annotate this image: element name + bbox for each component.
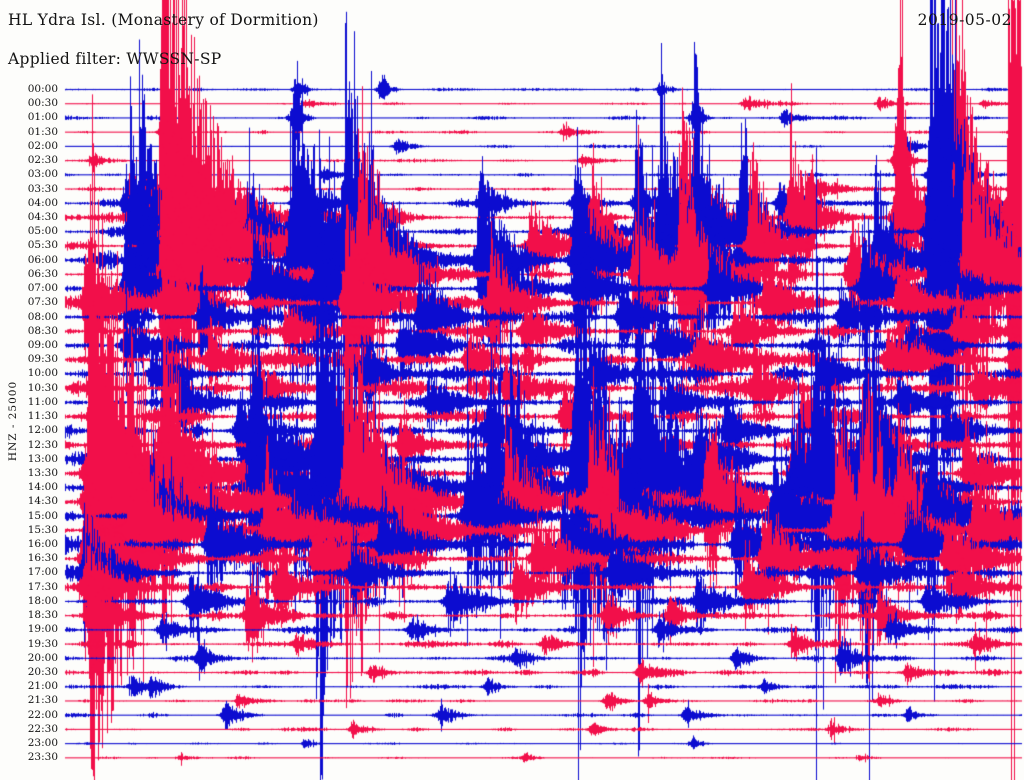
time-label: 19:00 (27, 623, 58, 636)
time-label: 09:30 (27, 353, 58, 366)
time-label: 16:30 (27, 552, 58, 565)
time-label: 15:30 (27, 523, 58, 536)
time-label: 02:30 (27, 154, 58, 167)
time-label: 01:30 (27, 125, 58, 138)
time-label: 20:00 (27, 651, 58, 664)
time-label: 08:30 (27, 324, 58, 337)
time-label: 08:00 (27, 310, 58, 323)
time-label: 16:00 (27, 538, 58, 551)
time-label: 10:30 (27, 381, 58, 394)
time-label: 07:30 (27, 296, 58, 309)
time-label: 21:00 (27, 680, 58, 693)
time-label: 00:00 (27, 83, 58, 95)
time-label: 10:00 (27, 367, 58, 380)
time-label: 20:30 (27, 666, 58, 679)
time-label: 04:30 (27, 210, 58, 223)
time-label: 06:30 (27, 267, 58, 280)
time-label: 11:30 (27, 410, 58, 423)
time-label: 19:30 (27, 637, 58, 650)
time-label: 22:30 (27, 722, 58, 735)
time-label: 17:30 (27, 580, 58, 593)
time-label: 18:00 (27, 594, 58, 607)
time-label: 04:00 (27, 196, 58, 209)
station-title: HL Ydra Isl. (Monastery of Dormition) (8, 11, 319, 29)
time-label: 03:30 (27, 182, 58, 195)
time-label: 05:00 (27, 225, 58, 238)
applied-filter-label: Applied filter: WWSSN-SP (8, 50, 222, 68)
time-label: 14:30 (27, 495, 58, 508)
time-label: 13:30 (27, 466, 58, 479)
time-label: 13:00 (27, 452, 58, 465)
time-label: 21:30 (27, 694, 58, 707)
time-label: 07:00 (27, 282, 58, 295)
time-label: 15:00 (27, 509, 58, 522)
time-label: 11:00 (27, 395, 58, 408)
time-label: 12:30 (27, 438, 58, 451)
time-label: 00:30 (27, 97, 58, 110)
time-label: 01:00 (27, 111, 58, 124)
time-label: 23:00 (27, 737, 58, 750)
time-label: 17:00 (27, 566, 58, 579)
time-label: 03:00 (27, 168, 58, 181)
time-label: 12:00 (27, 424, 58, 437)
time-label: 22:00 (27, 708, 58, 721)
time-label: 14:00 (27, 481, 58, 494)
time-label: 02:00 (27, 139, 58, 152)
time-label: 23:30 (27, 751, 58, 764)
time-label: 06:00 (27, 253, 58, 266)
time-label: 18:30 (27, 609, 58, 622)
date-label: 2019-05-02 (917, 11, 1012, 29)
time-label: 05:30 (27, 239, 58, 252)
time-label: 09:00 (27, 338, 58, 351)
